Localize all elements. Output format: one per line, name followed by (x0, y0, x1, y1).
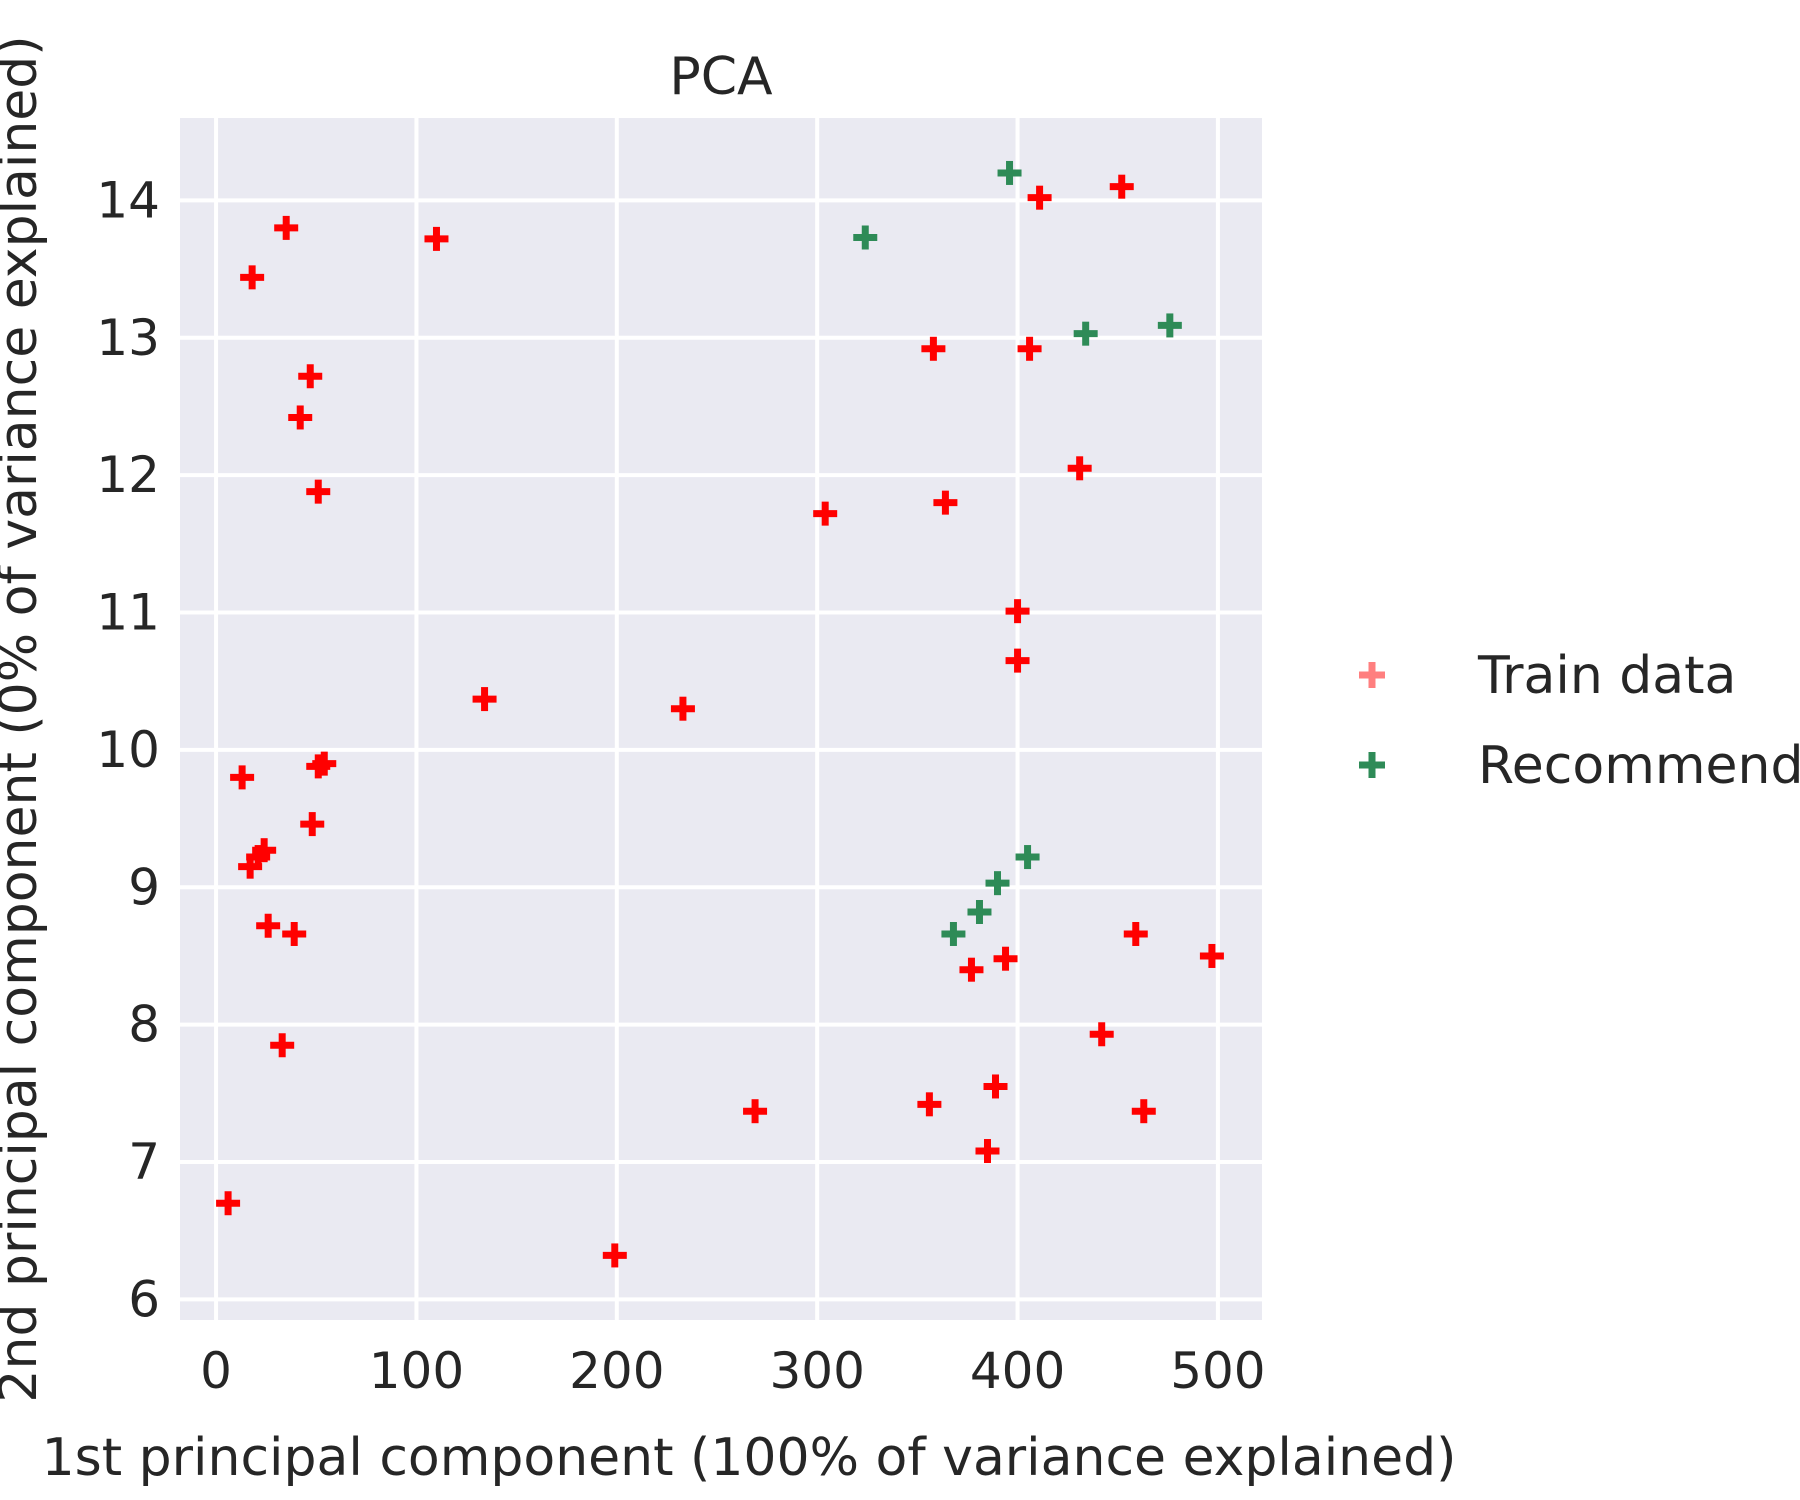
recommendations-point (1073, 321, 1098, 346)
x-tick-label: 0 (200, 1342, 232, 1400)
legend-label-train-data: Train data (1477, 646, 1736, 706)
train-data-point (1123, 921, 1148, 946)
train-data-point (1109, 174, 1134, 199)
train-data-point (252, 838, 277, 863)
train-data-point (1005, 599, 1030, 624)
train-data-point (933, 490, 958, 515)
legend-marker-train-data (1359, 662, 1385, 688)
train-data-point (993, 946, 1018, 971)
train-data-point (1005, 648, 1030, 673)
y-tick-label: 14 (96, 171, 160, 229)
recommendations-point (967, 900, 992, 925)
train-data-point (983, 1074, 1008, 1099)
y-tick-label: 9 (128, 858, 160, 916)
recommendations-point (941, 921, 966, 946)
x-tick-label: 500 (1170, 1342, 1265, 1400)
train-data-point (975, 1139, 1000, 1164)
train-data-point (670, 696, 695, 721)
train-data-point (1027, 185, 1052, 210)
y-tick-label: 7 (128, 1133, 160, 1191)
train-data-point (306, 479, 331, 504)
train-data-point (240, 265, 265, 290)
train-data-point (1131, 1099, 1156, 1124)
y-tick-label: 6 (128, 1270, 160, 1328)
train-data-point (921, 336, 946, 361)
x-axis-label: 1st principal component (100% of varianc… (42, 1428, 1457, 1488)
y-tick-label: 13 (96, 309, 160, 367)
train-data-point (298, 364, 323, 389)
x-tick-label: 300 (769, 1342, 864, 1400)
recommendations-point (1015, 845, 1040, 870)
train-data-point (216, 1191, 241, 1216)
data-points (216, 160, 1224, 1268)
y-tick-label: 11 (96, 584, 160, 642)
train-data-point (602, 1243, 627, 1268)
recommendations-point (853, 225, 878, 250)
y-axis-label: 2nd principal component (0% of variance … (0, 35, 49, 1402)
recommendations-point (997, 160, 1022, 185)
y-tick-label: 12 (96, 446, 160, 504)
train-data-point (813, 501, 838, 526)
train-data-point (270, 1033, 295, 1058)
train-data-point (1089, 1022, 1114, 1047)
plot-area (180, 118, 1262, 1320)
train-data-point (424, 226, 449, 251)
recommendations-point (1157, 313, 1182, 338)
train-data-point (282, 921, 307, 946)
chart-title: PCA (669, 47, 773, 107)
train-data-point (300, 812, 325, 837)
legend-label-recommendations: Recommendations (1478, 736, 1800, 796)
tick-labels: 0 100 200 300 400 500 6 7 8 9 10 11 12 13 14 (96, 171, 1265, 1400)
train-data-point (1199, 943, 1224, 968)
train-data-point (917, 1092, 942, 1117)
y-tick-label: 10 (96, 721, 160, 779)
train-data-point (959, 957, 984, 982)
train-data-point (274, 215, 299, 240)
x-tick-label: 100 (369, 1342, 464, 1400)
train-data-point (256, 913, 281, 938)
train-data-point (1017, 336, 1042, 361)
legend: Train data Recommendations (1359, 646, 1800, 796)
train-data-point (743, 1099, 768, 1124)
train-data-point (312, 751, 337, 776)
x-tick-label: 200 (569, 1342, 664, 1400)
x-tick-label: 400 (970, 1342, 1065, 1400)
train-data-point (230, 765, 255, 790)
legend-marker-recommendations (1359, 752, 1385, 778)
train-data-point (472, 687, 497, 712)
train-data-point (288, 405, 313, 430)
recommendations-point (985, 871, 1010, 896)
y-tick-label: 8 (128, 996, 160, 1054)
train-data-point (1067, 456, 1092, 481)
